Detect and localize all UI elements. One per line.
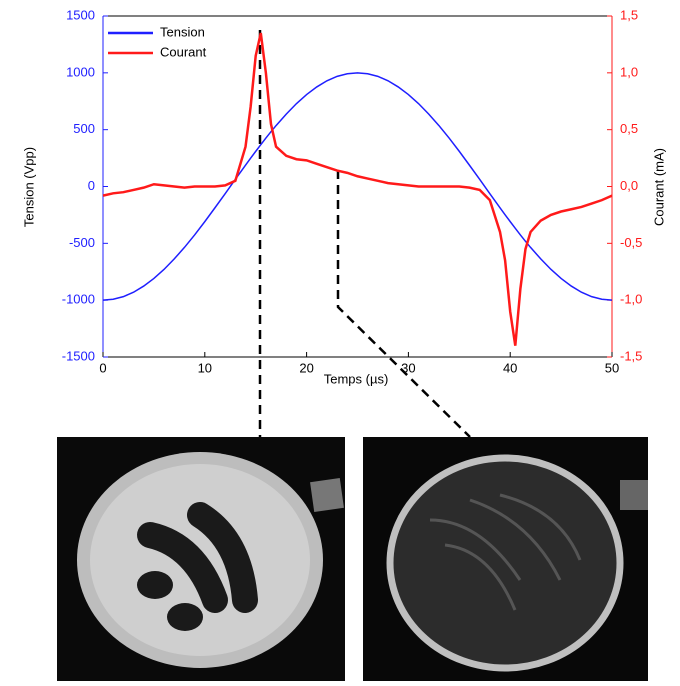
x-tick-label: 40: [503, 360, 517, 375]
y-axis-label: Tension (Vpp): [21, 147, 36, 227]
x-tick-label: 20: [299, 360, 313, 375]
x-tick-label: 30: [401, 360, 415, 375]
y-tick-label: 1500: [66, 7, 95, 22]
legend-label: Courant: [160, 44, 207, 59]
y-tick-label: -1000: [62, 292, 95, 307]
x-tick-label: 50: [605, 360, 619, 375]
y2-tick-label: 1,5: [620, 7, 638, 22]
photo-right: [363, 437, 648, 681]
y2-axis-label: Courant (mA): [651, 148, 666, 226]
series-line: [102, 32, 613, 346]
x-tick-label: 10: [198, 360, 212, 375]
x-axis-label: Temps (µs): [324, 371, 389, 386]
y2-tick-label: -1,5: [620, 348, 642, 363]
dashed-line: [336, 170, 471, 438]
y-tick-label: 1000: [66, 64, 95, 79]
y-tick-label: -1500: [62, 348, 95, 363]
y-tick-label: 500: [73, 121, 95, 136]
y-tick-label: -500: [69, 235, 95, 250]
legend-label: Tension: [160, 24, 205, 39]
y-tick-label: 0: [88, 178, 95, 193]
x-tick-label: 0: [99, 360, 106, 375]
y2-tick-label: -0,5: [620, 235, 642, 250]
y2-tick-label: -1,0: [620, 292, 642, 307]
photo-left: [57, 437, 345, 681]
y2-tick-label: 1,0: [620, 64, 638, 79]
y2-tick-label: 0,5: [620, 121, 638, 136]
y2-tick-label: 0,0: [620, 178, 638, 193]
series-line: [102, 72, 613, 301]
annotation-lines: [258, 30, 471, 438]
